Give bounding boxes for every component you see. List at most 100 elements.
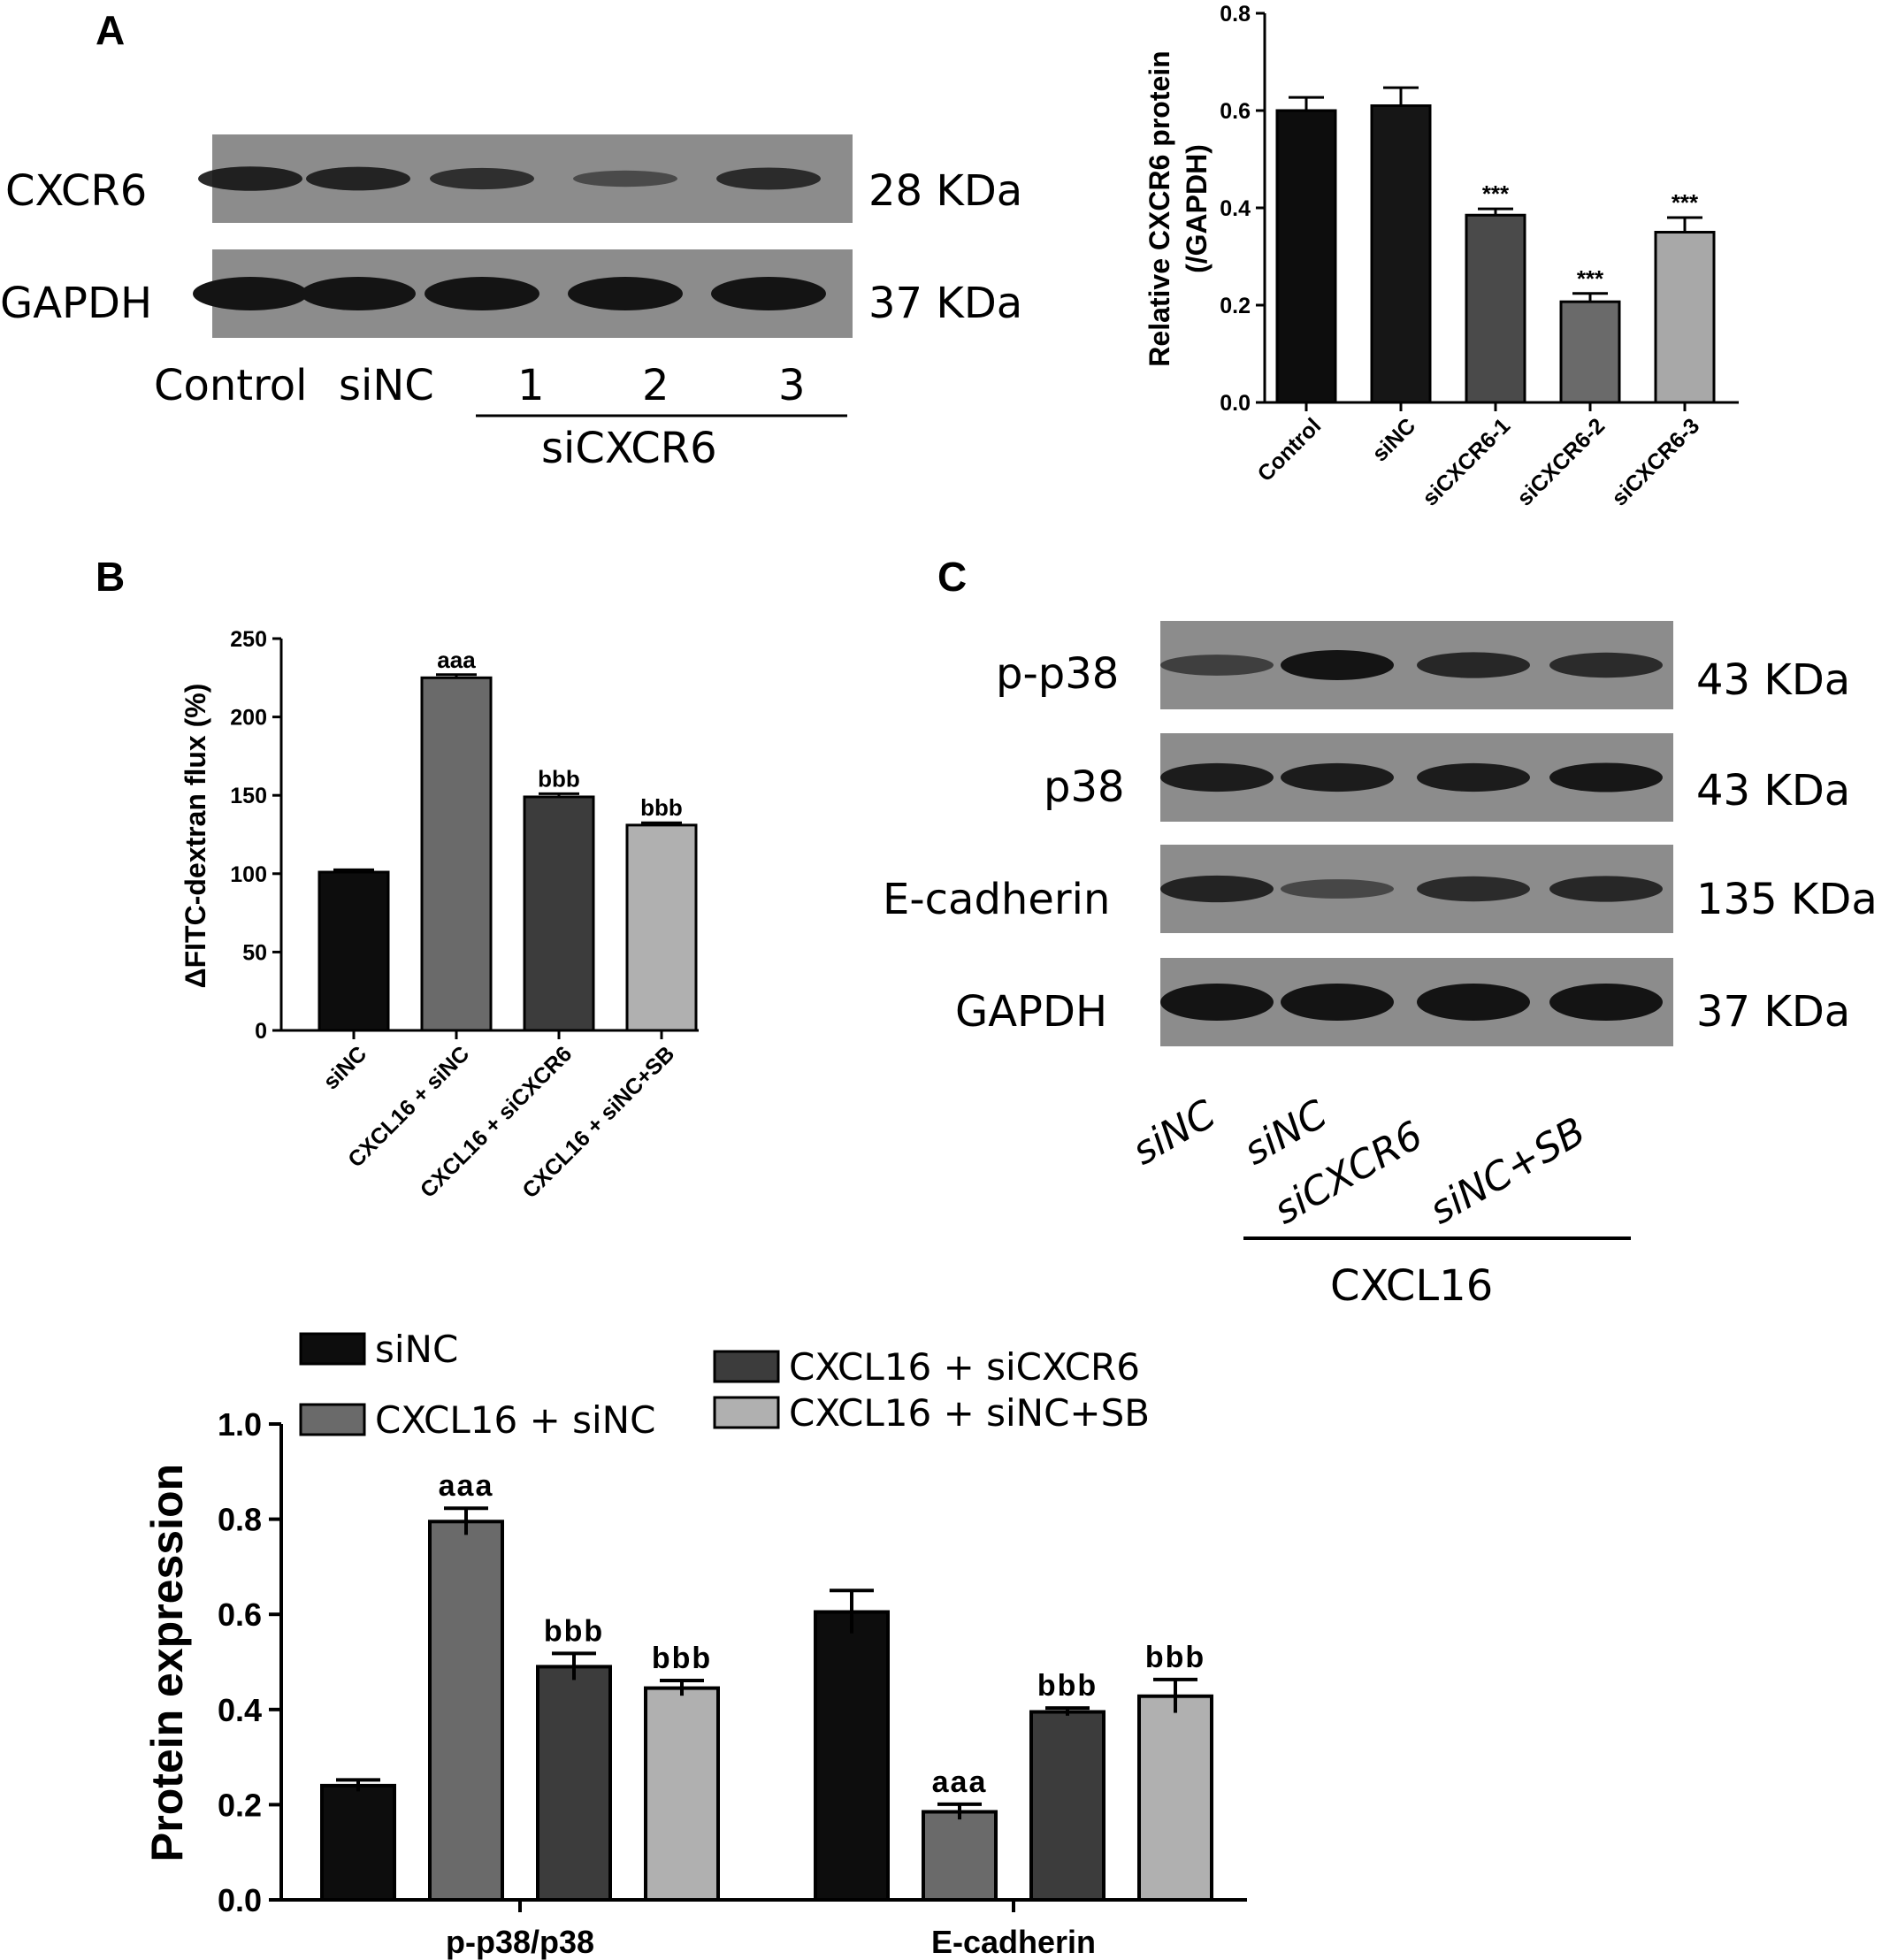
- blot-a-row-gapdh-band-5: [711, 277, 826, 310]
- blot-c-size-pp38: 43 KDa: [1696, 655, 1850, 705]
- chartC-legend-swatch-4: [713, 1396, 780, 1429]
- blot-c-row-4-band-1: [1160, 984, 1274, 1021]
- chartC-legend-label-3: CXCL16 + siCXCR6: [789, 1345, 1140, 1389]
- chartA-ytick-label-0: 0.0: [1220, 391, 1251, 416]
- panel-label-a: A: [96, 7, 125, 53]
- chartA-bar-3: [1465, 213, 1526, 404]
- blot-c-row-3-band-2: [1281, 879, 1394, 899]
- chartC-bar-2-4: [1137, 1694, 1213, 1902]
- chartC-bar-1-1: [320, 1783, 396, 1902]
- chartB-bar-3: [523, 795, 595, 1032]
- chartC-legend-swatch-3: [713, 1350, 780, 1383]
- blot-c-row-2-band-2: [1281, 762, 1394, 792]
- chartA-category-label-1: Control: [1253, 413, 1327, 486]
- chartC-ytick-label-2: 0.4: [218, 1692, 262, 1728]
- chartC-ytick-label-4: 0.8: [218, 1502, 262, 1538]
- chartC-annotation-2-4: bbb: [1145, 1641, 1205, 1674]
- blot-c-row-1-band-4: [1549, 652, 1663, 678]
- chartB-annotation-3: bbb: [538, 765, 580, 792]
- chartA-bar-1: [1275, 109, 1337, 404]
- chartB-annotation-4: bbb: [640, 794, 683, 821]
- chartA-annotation-5: ***: [1672, 189, 1699, 216]
- chartA-annotation-3: ***: [1482, 180, 1510, 207]
- chartB-annotation-2: aaa: [437, 647, 476, 673]
- chartC-legend-swatch-2: [299, 1403, 366, 1436]
- chartC-bar-2-1: [814, 1610, 890, 1902]
- blot-c-protein-p38: p38: [1044, 762, 1125, 812]
- chartB-bar-2: [420, 676, 493, 1032]
- chartC-legend-swatch-1: [299, 1332, 366, 1366]
- blot-c-row-2-band-3: [1417, 762, 1530, 792]
- blot-c-protein-ecadherin: E-cadherin: [883, 875, 1110, 924]
- blot-a-protein-cxcr6: CXCR6: [5, 166, 147, 216]
- chartC-annotation-1-3: bbb: [544, 1614, 604, 1648]
- chartA-ytick-label-1: 0.2: [1220, 294, 1251, 318]
- blot-a-lane-3: 3: [778, 361, 806, 410]
- chartC-ytick-label-1: 0.2: [218, 1787, 262, 1823]
- blot-c-row-4-band-3: [1417, 984, 1530, 1021]
- blot-a-row-cxcr6-band-4: [573, 170, 677, 188]
- chartC-category-label-2: E-cadherin: [931, 1924, 1096, 1960]
- chartA-annotation-4: ***: [1577, 265, 1604, 292]
- blot-c-row-2-band-4: [1549, 762, 1663, 792]
- chartC-ytick-label-0: 0.0: [218, 1882, 262, 1918]
- blot-a-lane-sinc: siNC: [339, 361, 434, 410]
- panel-label-c: C: [937, 554, 967, 600]
- chartC-bar-1-2: [428, 1520, 504, 1903]
- blot-a-row-cxcr6-band-1: [198, 166, 302, 191]
- chartA-y-axis-title-1: Relative CXCR6 protein: [1144, 50, 1175, 366]
- chartA-bar-2: [1370, 104, 1432, 404]
- chartA-category-label-5: siCXCR6-3: [1607, 413, 1704, 510]
- chartB-ytick-label-4: 200: [230, 706, 267, 731]
- chartA-ytick-label-4: 0.8: [1220, 2, 1251, 27]
- panel-label-b: B: [96, 554, 125, 600]
- blot-a-size-cxcr6: 28 KDa: [868, 166, 1022, 216]
- blot-a-row-gapdh-band-4: [568, 277, 683, 310]
- chartA-category-label-4: siCXCR6-2: [1512, 413, 1610, 510]
- chartB-y-axis-title-1: ΔFITC-dextran flux (%): [180, 684, 211, 989]
- bar-chart-a: 0.0 0.2 0.4 0.6 0.8 Control siNC *** siCXCR6-1 **…: [1144, 2, 1739, 511]
- chartA-y-axis-title-2: (/GAPDH): [1181, 144, 1213, 273]
- blot-a-lane-2: 2: [642, 361, 669, 410]
- blot-c-row-3-band-4: [1549, 876, 1663, 902]
- western-blot-a: CXCR6 GAPDH 28 KDa 37 KDa Control siNC 1…: [0, 134, 1022, 473]
- chartA-ytick-label-2: 0.4: [1220, 196, 1251, 221]
- chartC-category-label-1: p-p38/p38: [446, 1924, 594, 1960]
- blot-c-row-4-band-2: [1281, 984, 1394, 1021]
- blot-a-row-cxcr6-band-5: [716, 167, 821, 190]
- blot-c-row-2-band-1: [1160, 762, 1274, 792]
- chartC-bar-1-3: [536, 1665, 612, 1902]
- chartA-ytick-label-3: 0.6: [1220, 99, 1251, 124]
- blot-c-row-1-band-3: [1417, 652, 1530, 678]
- chartC-legend-label-2: CXCL16 + siNC: [375, 1398, 655, 1442]
- chartB-bar-4: [625, 823, 698, 1032]
- chartA-category-label-2: siNC: [1367, 413, 1420, 466]
- chartC-ytick-label-5: 1.0: [218, 1406, 262, 1443]
- chartB-ytick-label-3: 150: [230, 784, 267, 808]
- blot-c-lane-4: siNC+SB: [1422, 1108, 1593, 1233]
- chartB-ytick-label-5: 250: [230, 627, 267, 652]
- chartC-annotation-2-3: bbb: [1037, 1669, 1098, 1703]
- blot-a-group-label: siCXCR6: [541, 424, 717, 473]
- blot-c-group-label: CXCL16: [1330, 1261, 1493, 1311]
- blot-a-row-cxcr6-band-3: [430, 167, 534, 190]
- blot-c-row-3-band-1: [1160, 875, 1274, 903]
- blot-a-row-gapdh-band-3: [425, 277, 539, 310]
- chartC-ytick-label-3: 0.6: [218, 1596, 262, 1633]
- blot-c-row-3-band-3: [1417, 876, 1530, 902]
- chartB-ytick-label-2: 100: [230, 862, 267, 887]
- chartB-ytick-label-0: 0: [255, 1019, 267, 1044]
- blot-c-lane-2: siNC: [1236, 1091, 1335, 1175]
- blot-c-lane-1: siNC: [1125, 1091, 1223, 1175]
- blot-a-row-gapdh-band-1: [193, 277, 308, 310]
- blot-a-lane-1: 1: [517, 361, 545, 410]
- blot-a-row-cxcr6-band-2: [306, 166, 410, 191]
- blot-c-protein-pp38: p-p38: [996, 649, 1119, 699]
- grouped-bar-chart-c: 0.0 0.2 0.4 0.6 0.8 1.0 aaa bbb bbb p-p38/p38 aaa b…: [142, 1328, 1247, 1960]
- blot-c-row-1-band-1: [1160, 655, 1274, 676]
- blot-a-size-gapdh: 37 KDa: [868, 279, 1022, 328]
- blot-c-row-1-band-2: [1281, 650, 1394, 680]
- blot-c-row-4-band-4: [1549, 984, 1663, 1021]
